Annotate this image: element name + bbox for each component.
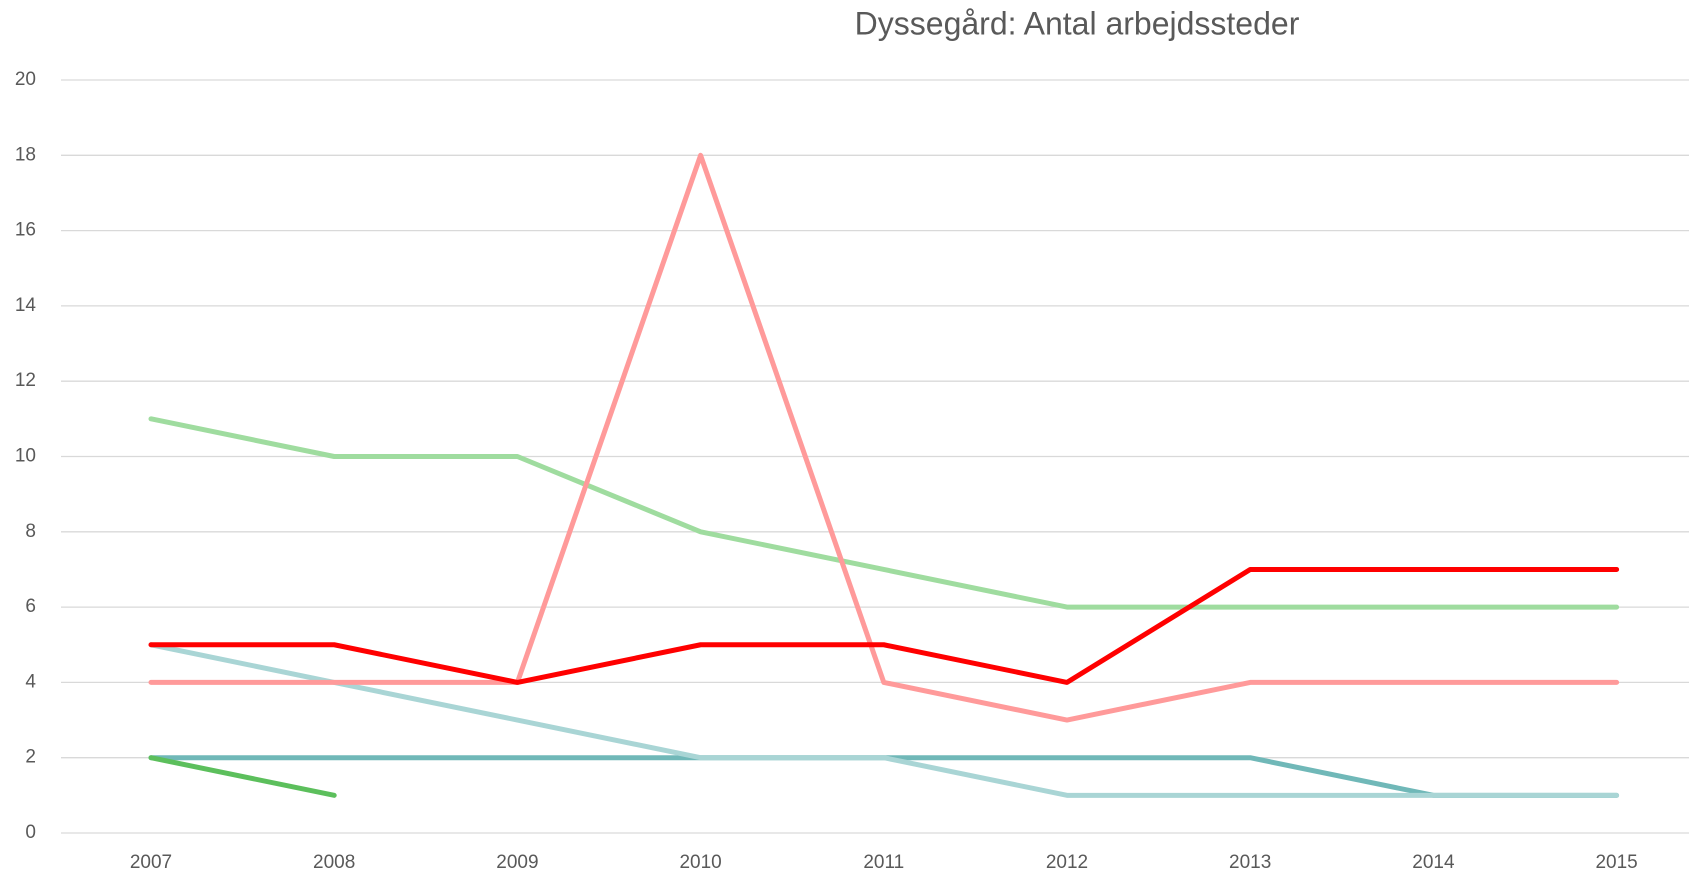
y-tick-label: 12 xyxy=(15,370,36,391)
x-tick-label: 2011 xyxy=(863,852,904,873)
series-line xyxy=(148,152,1620,723)
x-tick-label: 2014 xyxy=(1412,852,1455,873)
series-line xyxy=(148,416,1620,610)
x-tick-label: 2010 xyxy=(679,852,721,873)
y-tick-label: 6 xyxy=(25,596,36,617)
x-tick-label: 2007 xyxy=(130,852,172,873)
x-tick-label: 2008 xyxy=(313,852,355,873)
y-tick-label: 20 xyxy=(15,69,36,90)
series-line xyxy=(148,755,337,798)
series-line xyxy=(148,755,1620,798)
x-tick-label: 2009 xyxy=(496,852,538,873)
y-tick-label: 0 xyxy=(25,822,36,843)
y-tick-label: 4 xyxy=(25,671,36,692)
y-tick-label: 18 xyxy=(15,144,36,165)
y-tick-label: 2 xyxy=(25,747,36,768)
y-tick-label: 10 xyxy=(15,446,36,467)
y-tick-label: 16 xyxy=(15,220,36,241)
x-tick-label: 2015 xyxy=(1595,852,1637,873)
y-tick-label: 14 xyxy=(15,295,37,316)
series-line xyxy=(148,642,1620,798)
y-tick-label: 8 xyxy=(25,521,36,542)
series-line xyxy=(148,566,1620,685)
x-tick-label: 2012 xyxy=(1046,852,1088,873)
chart-title: Dyssegård: Antal arbejdssteder xyxy=(855,5,1300,41)
x-tick-label: 2013 xyxy=(1229,852,1271,873)
